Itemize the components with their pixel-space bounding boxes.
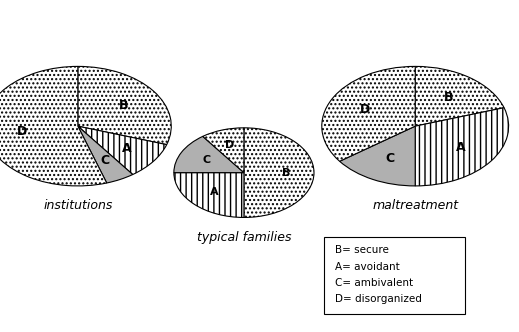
Text: A: A — [456, 141, 466, 154]
Text: C: C — [101, 154, 110, 167]
Text: maltreatment: maltreatment — [372, 199, 458, 212]
Text: institutions: institutions — [43, 199, 113, 212]
Wedge shape — [78, 66, 171, 145]
Text: B: B — [443, 91, 453, 104]
Wedge shape — [0, 66, 107, 186]
Wedge shape — [339, 126, 415, 186]
Text: A: A — [210, 187, 218, 197]
Text: B= secure: B= secure — [335, 245, 389, 255]
Wedge shape — [78, 126, 133, 183]
Wedge shape — [244, 128, 314, 217]
Wedge shape — [174, 173, 244, 217]
Text: D= disorganized: D= disorganized — [335, 294, 421, 304]
FancyBboxPatch shape — [324, 237, 465, 314]
Wedge shape — [415, 66, 504, 126]
Wedge shape — [203, 128, 244, 173]
Text: C: C — [202, 155, 211, 165]
Wedge shape — [78, 126, 167, 175]
Text: B: B — [282, 168, 290, 178]
Text: typical families: typical families — [197, 231, 291, 244]
Wedge shape — [322, 66, 415, 161]
Text: C= ambivalent: C= ambivalent — [335, 278, 413, 288]
Text: C: C — [385, 152, 394, 165]
Text: D: D — [17, 125, 28, 138]
Wedge shape — [174, 136, 244, 173]
Text: A: A — [122, 142, 132, 155]
Text: D: D — [225, 140, 235, 150]
Wedge shape — [415, 108, 509, 186]
Text: D: D — [360, 103, 371, 117]
Text: A= avoidant: A= avoidant — [335, 262, 400, 272]
Text: B: B — [118, 99, 128, 112]
